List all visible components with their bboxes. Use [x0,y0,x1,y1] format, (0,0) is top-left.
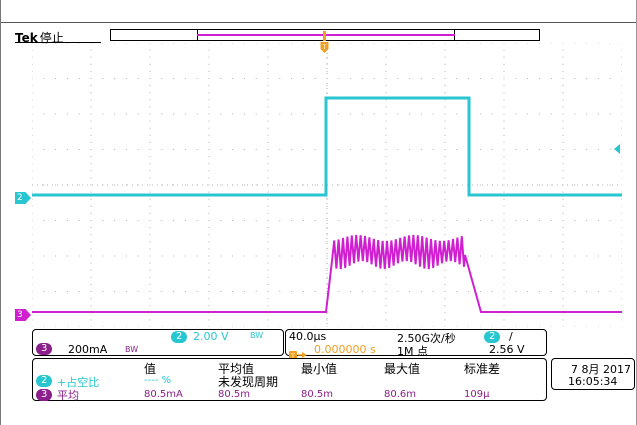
ch3-badge: 3 [36,343,53,355]
measurement-panel[interactable]: 值 平均值 最小值 最大值 标准差 2 +占空比 ---- % 未发现周期 3 … [32,358,547,402]
svg-text:T: T [322,44,327,51]
meas-header-min: 最小值 [301,362,338,376]
channel-panel[interactable]: 2 2.00 V BW 3 200mA BW [32,329,284,356]
graticule-dots [32,43,622,327]
svg-text:T: T [290,353,295,360]
meas2-max: 80.6m [384,389,417,400]
meas2-channel-badge: 3 [36,389,53,401]
waveform-graticule [32,43,622,327]
meas-header-value: 值 [144,362,157,376]
meas1-value: ---- % [144,375,172,386]
datetime-panel: 7 8月 2017 16:05:34 [551,358,635,390]
trigger-level[interactable]: 2.56 V [489,343,525,356]
ch2-offset-marker[interactable]: 2 [15,192,31,204]
ch2-waveform [32,96,622,197]
ch3-bw-limit: BW [125,345,139,354]
meas2-min: 80.5m [301,389,334,400]
timebase-panel[interactable]: 40.0µs T 0.000000 s 2.50G次/秒 1M 点 2 / 2.… [285,329,547,360]
meas2-std: 109µ [464,389,490,400]
ch3-waveform [32,234,622,313]
acquisition-status: 停止 [39,31,64,45]
ch2-trigger-level-marker[interactable] [612,144,620,154]
brand-label: Tek [15,31,38,45]
left-frame [0,0,1,425]
ch2-bw-limit: BW [250,331,264,340]
meas2-name[interactable]: 平均 [57,389,79,402]
trigger-position-icon: T [289,345,307,360]
ch3-scale[interactable]: 200mA [68,343,108,356]
trigger-slope[interactable]: / [509,330,513,343]
top-frame [0,0,637,23]
meas-header-max: 最大值 [384,362,421,376]
meas1-mean: 未发现周期 [218,375,279,389]
status-underline [15,42,101,43]
meas2-value: 80.5mA [144,389,183,400]
sample-rate: 2.50G次/秒 [397,332,456,345]
ch3-offset-marker[interactable]: 3 [15,309,31,321]
trigger-position[interactable]: 0.000000 s [314,343,376,356]
meas1-channel-badge: 2 [36,375,53,387]
brand-status: Tek 停止 [15,29,64,46]
time-label: 16:05:34 [568,375,618,388]
meas-header-std: 标准差 [464,362,501,376]
meas1-name[interactable]: +占空比 [57,376,100,389]
meas2-mean: 80.5m [218,389,251,400]
trigger-source-badge[interactable]: 2 [484,331,501,343]
record-length: 1M 点 [397,345,428,358]
time-per-div[interactable]: 40.0µs [289,330,327,343]
ch2-badge: 2 [171,331,188,343]
ch2-scale[interactable]: 2.00 V [193,330,229,343]
date-label: 7 8月 2017 [571,363,631,376]
meas-header-mean: 平均值 [218,362,255,376]
